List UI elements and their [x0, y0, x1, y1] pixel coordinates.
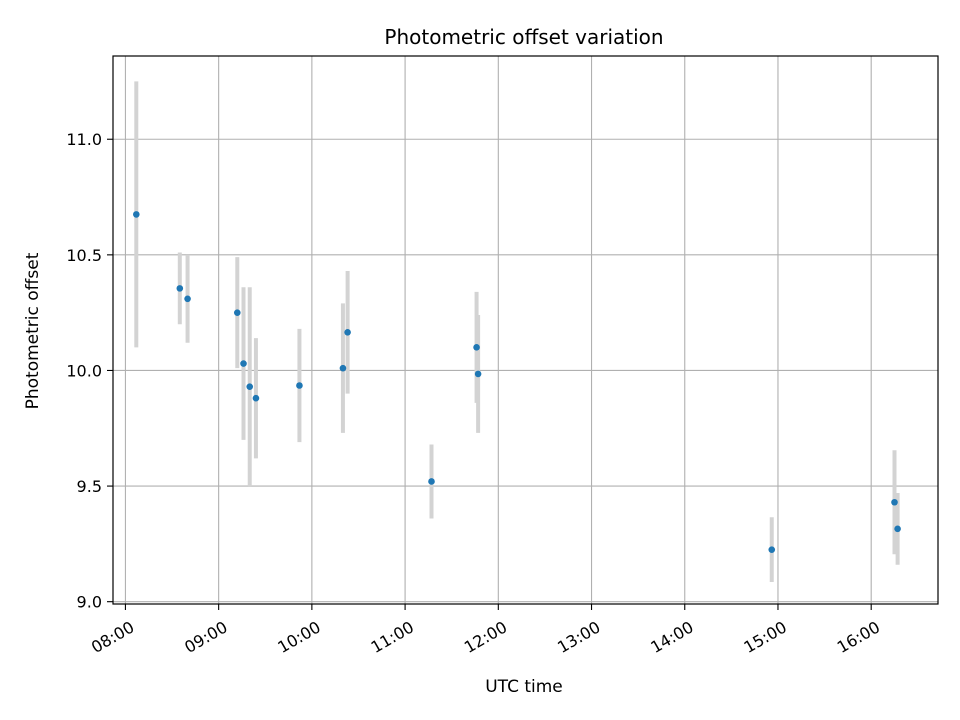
data-point [233, 309, 241, 316]
y-tick-label: 11.0 [66, 130, 102, 149]
data-point [891, 498, 898, 506]
x-axis-label: UTC time [485, 677, 563, 697]
data-points [133, 211, 901, 553]
data-point [184, 295, 191, 303]
data-point [473, 344, 480, 351]
chart-title: Photometric offset variation [384, 25, 663, 49]
data-point [344, 329, 351, 336]
data-point [252, 394, 260, 402]
y-tick-label: 10.0 [66, 361, 102, 380]
y-tick-label: 9.0 [77, 593, 102, 612]
data-point [428, 478, 435, 485]
data-point [768, 546, 776, 553]
data-point [246, 383, 254, 390]
data-point [296, 382, 303, 389]
data-point [339, 364, 347, 372]
data-point [240, 360, 247, 367]
y-axis-ticks: 9.0 9.5 10.0 10.5 11.0 [66, 130, 113, 612]
y-tick-label: 9.5 [77, 477, 102, 496]
data-point [133, 211, 140, 218]
plot-frame [112, 55, 939, 605]
data-point [474, 370, 482, 378]
y-axis-label: Photometric offset [23, 252, 43, 409]
y-tick-label: 10.5 [66, 246, 102, 265]
data-point [176, 285, 184, 292]
data-point [894, 525, 901, 533]
grid [113, 56, 938, 604]
